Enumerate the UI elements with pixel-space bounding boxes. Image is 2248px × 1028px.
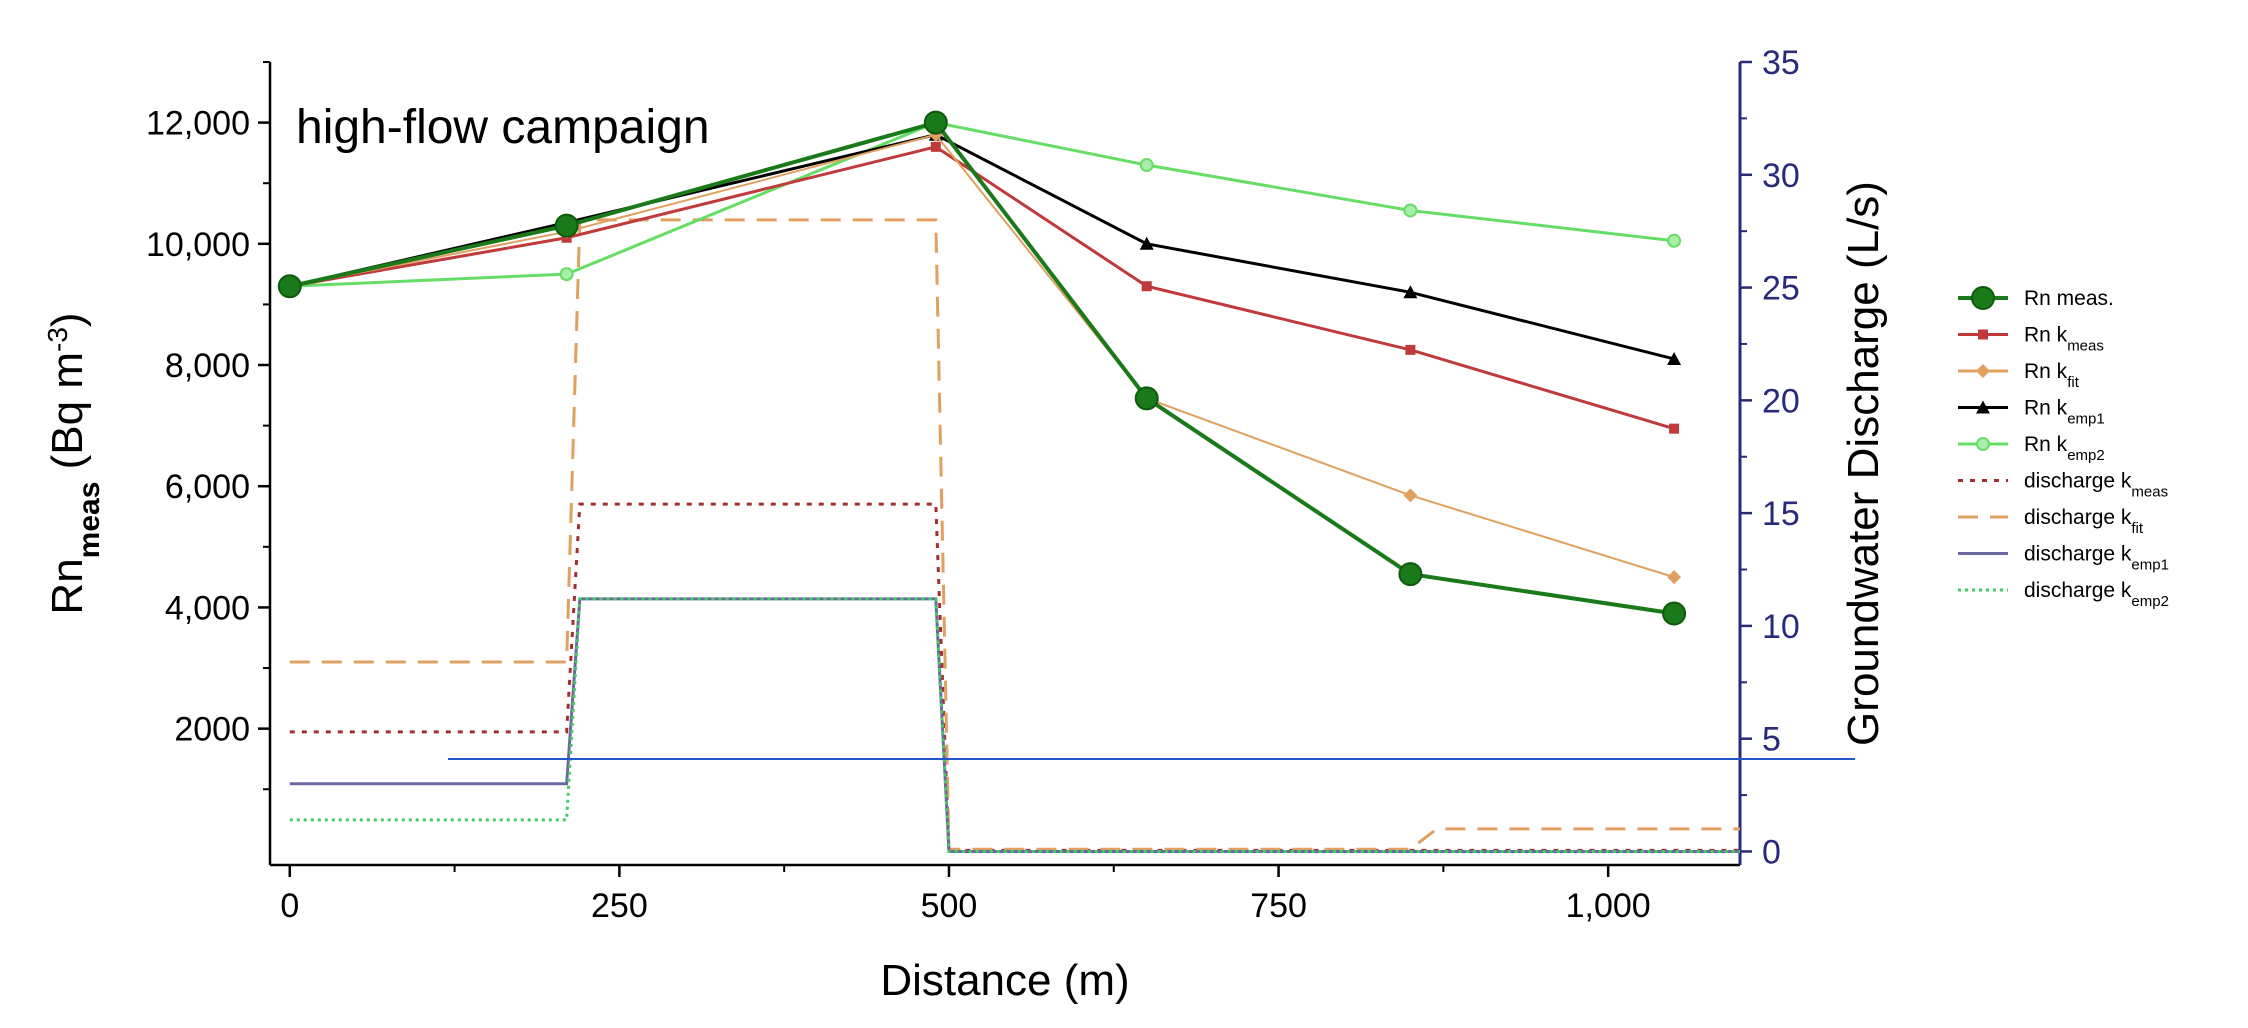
marker-circle	[277, 274, 302, 299]
y-right-tick-label: 0	[1762, 833, 1781, 871]
y-left-tick-label: 10,000	[146, 226, 250, 264]
y-right-tick-label: 20	[1762, 382, 1800, 420]
discharge-line	[289, 502, 1740, 852]
marker-triangle	[1976, 400, 1990, 414]
marker-circle	[1134, 386, 1159, 411]
x-tick-label: 0	[280, 887, 299, 925]
legend-item: Rn kemp1	[1958, 397, 2105, 428]
rn-line	[289, 133, 1675, 361]
legend-item: discharge kfit	[1958, 506, 2144, 537]
rn-line	[289, 120, 1675, 616]
marker-diamond	[1403, 488, 1418, 503]
rn-line	[289, 133, 1675, 579]
legend-label: Rn kmeas	[2024, 324, 2104, 355]
y-right-tick-label: 10	[1762, 608, 1800, 646]
legend-item: discharge kmeas	[1958, 470, 2168, 501]
rn-line	[289, 145, 1675, 431]
x-tick-label: 1,000	[1566, 887, 1651, 925]
x-tick-label: 500	[921, 887, 978, 925]
legend-label: discharge kmeas	[2024, 470, 2168, 501]
marker-diamond	[1667, 570, 1682, 585]
y-right-tick-label: 5	[1762, 721, 1781, 759]
marker-triangle	[1139, 236, 1154, 250]
marker-square	[930, 141, 941, 152]
legend-item: Rn kfit	[1958, 360, 2080, 391]
y-left-tick-label: 4,000	[165, 589, 250, 627]
marker-square	[1978, 329, 1988, 340]
x-axis-title: Distance (m)	[880, 956, 1129, 1005]
marker-circle	[923, 110, 948, 135]
legend-item: Rn kmeas	[1958, 324, 2104, 355]
discharge-line	[289, 597, 1740, 853]
chart-title: high-flow campaign	[296, 101, 710, 154]
y-right-tick-label: 30	[1762, 157, 1800, 195]
y-right-tick-label: 25	[1762, 270, 1800, 308]
y-left-tick-label: 6,000	[165, 468, 250, 506]
y-right-tick-label: 15	[1762, 495, 1800, 533]
legend-label: discharge kfit	[2024, 506, 2144, 537]
legend-item: Rn meas.	[1958, 286, 2114, 310]
marker-circle	[1971, 286, 1995, 310]
marker-circle	[1403, 203, 1418, 218]
marker-circle	[554, 213, 579, 238]
y-left-tick-label: 2000	[174, 711, 250, 749]
legend-label: Rn kemp1	[2024, 397, 2105, 428]
y-right-axis-title: Groundwater Discharge (L/s)	[1839, 181, 1888, 746]
discharge-line	[289, 597, 1740, 853]
legend-label: Rn meas.	[2024, 287, 2114, 310]
legend-item: Rn kemp2	[1958, 433, 2105, 464]
discharge-line	[289, 218, 1740, 851]
marker-triangle	[1667, 351, 1682, 365]
marker-circle	[1398, 562, 1423, 587]
marker-square	[1141, 281, 1152, 292]
legend-item: discharge kemp1	[1958, 543, 2169, 574]
marker-circle	[1662, 601, 1687, 626]
plot-area: 0 250 500 750 1,00020004,0006,0008,00010,000…	[42, 44, 1889, 1005]
marker-diamond	[1976, 364, 1990, 378]
legend-label: discharge kemp1	[2024, 543, 2169, 574]
marker-circle	[1976, 437, 1990, 451]
marker-square	[1669, 423, 1680, 434]
marker-circle	[559, 267, 574, 282]
legend-label: Rn kfit	[2024, 360, 2080, 391]
y-right-tick-label: 35	[1762, 44, 1800, 82]
legend-item: discharge kemp2	[1958, 579, 2169, 610]
marker-square	[1405, 344, 1416, 355]
rn-line	[289, 121, 1675, 288]
y-left-tick-label: 12,000	[146, 105, 250, 143]
x-tick-label: 250	[591, 887, 648, 925]
legend-label: discharge kemp2	[2024, 579, 2169, 610]
y-left-tick-label: 8,000	[165, 347, 250, 385]
x-tick-label: 750	[1250, 887, 1307, 925]
legend-label: Rn kemp2	[2024, 433, 2105, 464]
marker-circle	[1667, 233, 1682, 248]
marker-triangle	[1403, 285, 1418, 299]
y-left-axis-title: Rnmeas (Bq m-3)	[42, 312, 106, 614]
marker-circle	[1139, 158, 1154, 173]
